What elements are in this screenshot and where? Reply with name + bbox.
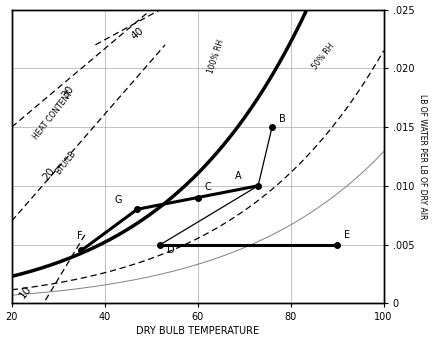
Text: 40: 40 <box>129 25 145 41</box>
Text: C: C <box>205 182 211 192</box>
X-axis label: DRY BULB TEMPERATURE: DRY BULB TEMPERATURE <box>136 327 259 337</box>
Text: A: A <box>235 171 242 181</box>
Y-axis label: LB OF WATER PER LB OF DRY AIR: LB OF WATER PER LB OF DRY AIR <box>418 94 427 219</box>
Text: B: B <box>279 114 286 123</box>
Text: 50% RH: 50% RH <box>310 42 336 71</box>
Text: 10: 10 <box>18 283 34 300</box>
Text: G: G <box>114 195 122 205</box>
Text: BTU/LB: BTU/LB <box>53 149 77 176</box>
Text: D: D <box>168 245 175 255</box>
Text: 20: 20 <box>41 166 57 182</box>
Text: 30: 30 <box>60 83 75 100</box>
Text: 100% RH: 100% RH <box>207 38 226 75</box>
Text: E: E <box>344 230 350 240</box>
Text: F: F <box>77 231 82 241</box>
Text: HEAT CONTENT: HEAT CONTENT <box>32 89 75 141</box>
